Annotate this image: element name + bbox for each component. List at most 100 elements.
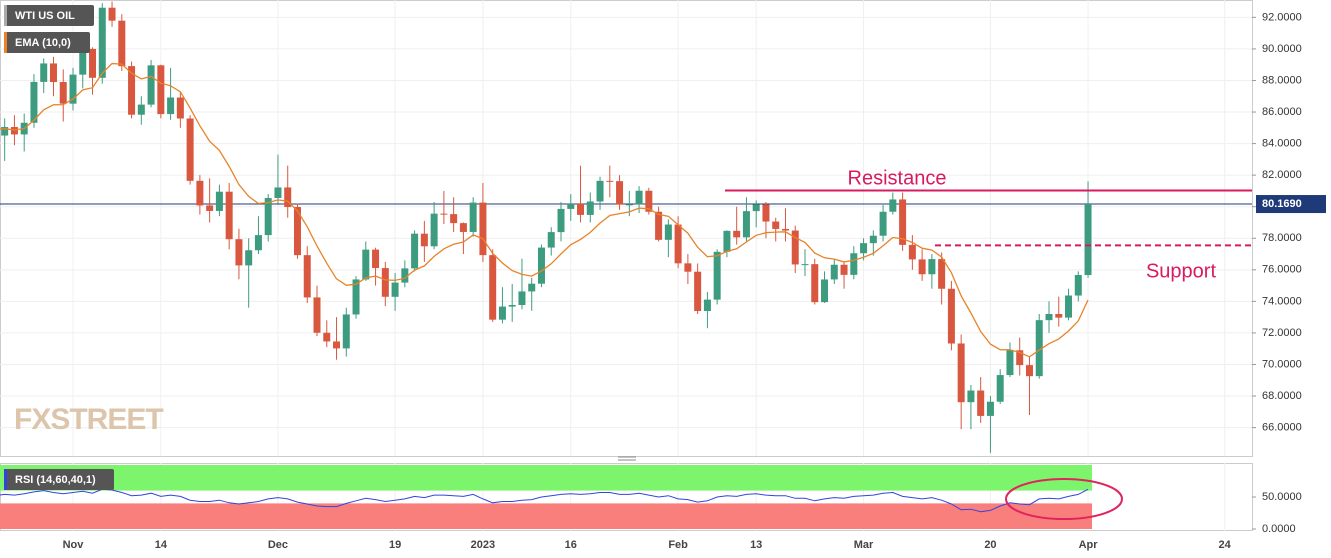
legend-title: WTI US OIL — [15, 10, 75, 22]
pane-divider-handle[interactable] — [618, 456, 636, 461]
candle-body — [586, 201, 594, 215]
candle-body — [723, 230, 731, 252]
candle-body — [1025, 365, 1033, 377]
x-tick-label: 20 — [984, 539, 996, 551]
candle-body — [313, 297, 321, 333]
watermark: FXSTREET — [14, 403, 163, 436]
candle-body — [284, 187, 292, 208]
candle-body — [49, 63, 57, 83]
candle-body — [245, 250, 253, 266]
candle-body — [59, 82, 67, 104]
x-tick-label: 19 — [389, 539, 401, 551]
candle-body — [128, 66, 136, 115]
x-tick-label: Nov — [63, 539, 85, 551]
candle-body — [860, 243, 868, 254]
candle-body — [996, 375, 1004, 402]
annotation-label: Resistance — [848, 168, 947, 190]
candle-body — [206, 205, 214, 211]
annotation-label: Support — [1146, 261, 1216, 283]
last-price-box — [1256, 195, 1326, 214]
legend-swatch — [4, 32, 7, 53]
candle-body — [225, 191, 233, 240]
candle-body — [508, 304, 516, 307]
x-tick-label: 16 — [565, 539, 577, 551]
candle-body — [147, 65, 155, 105]
candle-body — [323, 332, 331, 342]
oversold-band — [0, 503, 1093, 529]
y-tick-label: 88.0000 — [1262, 74, 1302, 86]
candle-body — [333, 341, 341, 349]
candle-body — [821, 279, 829, 303]
candle-body — [1, 127, 9, 136]
candle-body — [108, 7, 116, 21]
candle-body — [742, 211, 750, 238]
candle-body — [645, 190, 653, 212]
overbought-band — [0, 465, 1093, 491]
x-tick-label: 24 — [1219, 539, 1232, 551]
candle-body — [10, 127, 18, 135]
candle-body — [69, 74, 77, 104]
candle-body — [674, 224, 682, 264]
x-tick-label: Feb — [668, 539, 688, 551]
candle-body — [879, 211, 887, 236]
y-tick-label: 0.0000 — [1262, 523, 1296, 535]
candle-body — [986, 401, 994, 416]
candle-body — [928, 259, 936, 275]
candle-body — [947, 288, 955, 344]
candle-body — [528, 283, 536, 292]
candle-body — [30, 81, 38, 123]
candle-body — [235, 239, 243, 266]
candle-body — [1084, 204, 1092, 276]
candle-body — [303, 255, 311, 298]
y-tick-label: 74.0000 — [1262, 295, 1302, 307]
candle-body — [537, 247, 545, 284]
candle-body — [625, 204, 633, 206]
candle-body — [264, 198, 272, 236]
y-tick-label: 72.0000 — [1262, 327, 1302, 339]
candle-body — [1055, 313, 1063, 318]
candle-body — [918, 259, 926, 275]
candle-body — [489, 255, 497, 320]
candle-body — [869, 235, 877, 244]
candle-body — [450, 214, 458, 224]
candle-body — [176, 97, 184, 119]
candle-body — [372, 249, 380, 269]
candle-body — [274, 187, 282, 199]
candle-body — [420, 233, 428, 247]
legend-box — [4, 32, 90, 53]
candle-body — [411, 233, 419, 269]
legend-overlay: EMA (10,0) — [15, 37, 71, 49]
candle-body — [79, 48, 87, 75]
candle-body — [830, 264, 838, 280]
y-tick-label: 76.0000 — [1262, 264, 1302, 276]
rsi-line — [0, 488, 1089, 513]
y-tick-label: 86.0000 — [1262, 106, 1302, 118]
candle-body — [694, 271, 702, 311]
candle-body — [791, 230, 799, 265]
legend-swatch — [4, 469, 7, 490]
candle-body — [567, 203, 575, 209]
candle-body — [772, 221, 780, 229]
candle-body — [352, 279, 360, 315]
candle-body — [557, 208, 565, 233]
legend-box — [4, 5, 94, 26]
candle-body — [401, 268, 409, 283]
x-tick-label: Apr — [1079, 539, 1099, 551]
candle-body — [196, 180, 204, 206]
candle-body — [430, 213, 438, 247]
x-tick-label: 14 — [155, 539, 168, 551]
candle-body — [362, 249, 370, 280]
candle-body — [1035, 320, 1043, 377]
candle-body — [118, 20, 126, 67]
candle-body — [733, 230, 741, 238]
candle-body — [440, 213, 448, 215]
candle-body — [469, 202, 477, 232]
candle-body — [391, 282, 399, 297]
y-tick-label: 92.0000 — [1262, 11, 1302, 23]
x-tick-label: 2023 — [471, 539, 495, 551]
candle-body — [577, 203, 585, 215]
x-tick-label: Mar — [854, 539, 874, 551]
candle-body — [811, 264, 819, 303]
candle-body — [186, 118, 194, 181]
